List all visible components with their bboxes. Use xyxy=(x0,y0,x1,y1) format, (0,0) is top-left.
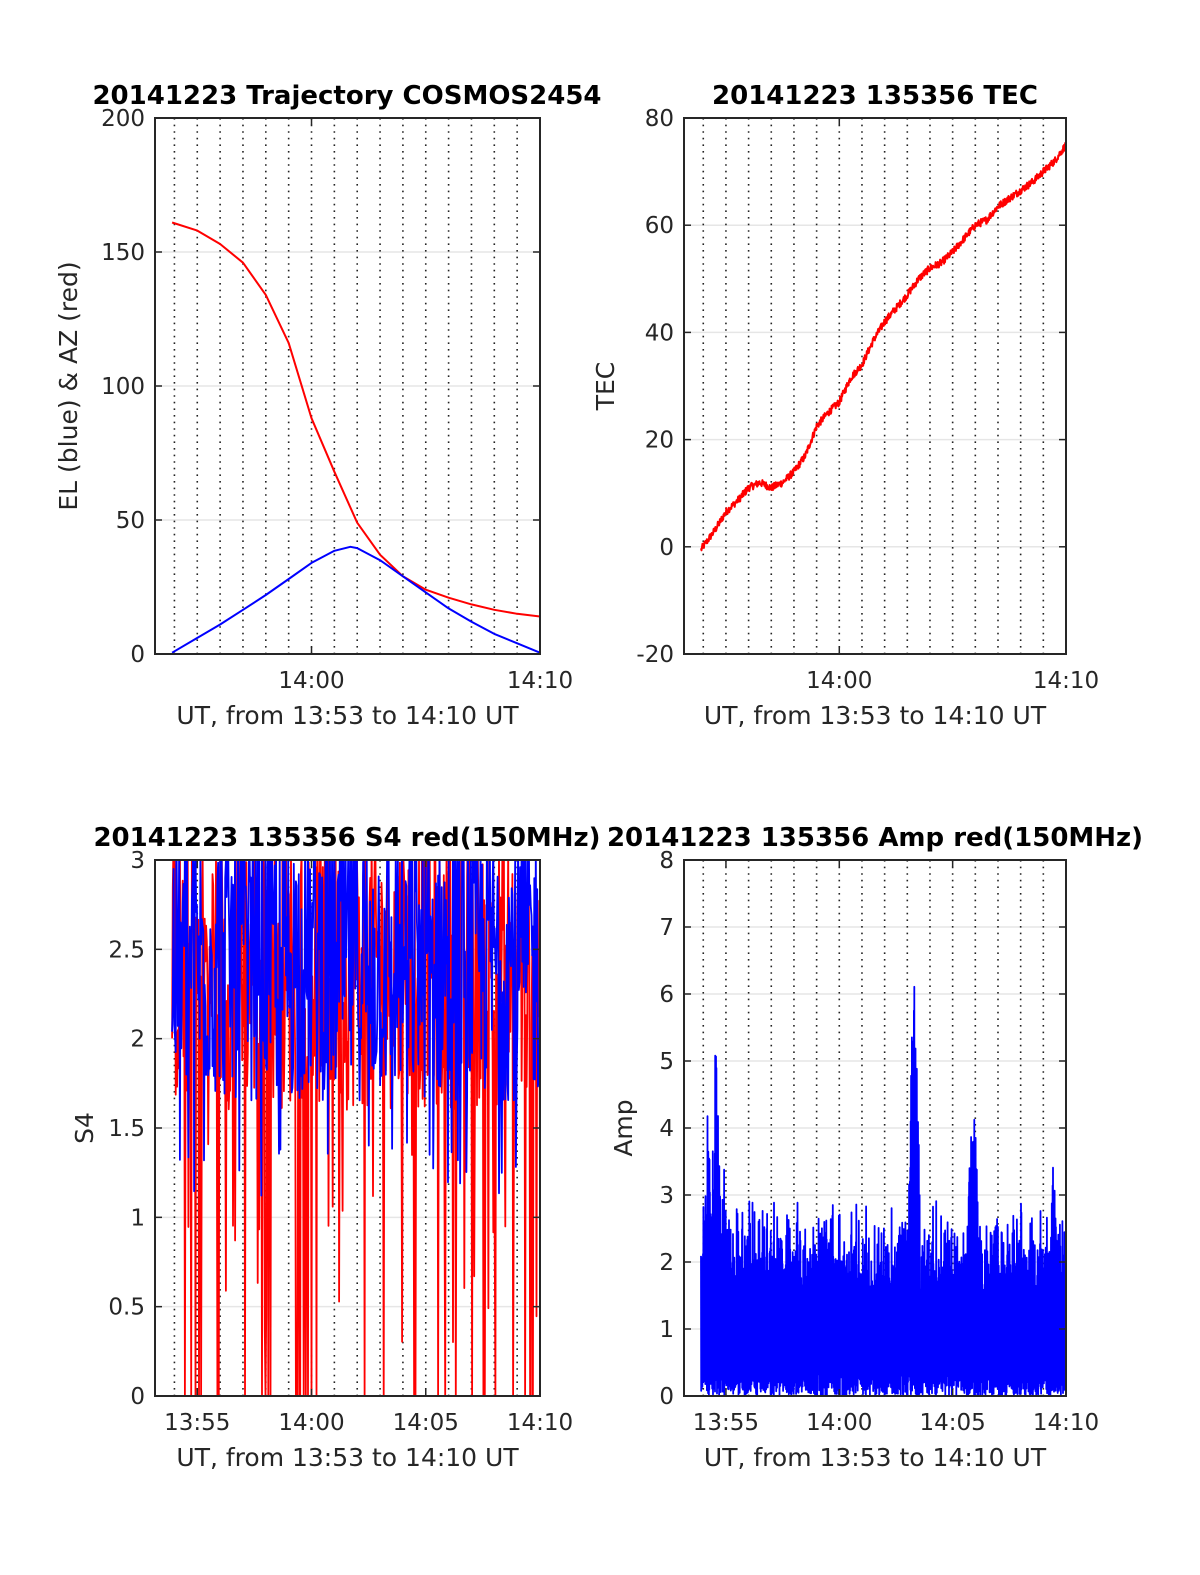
y-tick-label: 0 xyxy=(659,535,674,561)
y-tick-label: 1.5 xyxy=(108,1116,145,1142)
y-tick-label: 3 xyxy=(130,848,145,874)
x-tick-label: 14:10 xyxy=(507,1410,573,1436)
y-tick-label: 80 xyxy=(645,106,674,132)
chart-title: 20141223 135356 Amp red(150MHz) xyxy=(607,823,1143,853)
x-tick-label: 13:55 xyxy=(164,1410,230,1436)
x-axis-label: UT, from 13:53 to 14:10 UT xyxy=(704,701,1047,730)
x-tick-label: 14:10 xyxy=(1033,668,1099,694)
chart-amp: 0 1 2 3 4 5 6 7 8 13:55 14:00 14:05 14:10 20141223 13… xyxy=(607,823,1143,1472)
y-tick-label: 150 xyxy=(101,240,145,266)
x-tick-label: 13:55 xyxy=(693,1410,759,1436)
y-tick-label: -20 xyxy=(636,642,674,668)
chart-s4: 0 0.5 1 1.5 2 2.5 3 13:55 14:00 14:05 14:10 2014122… xyxy=(70,823,601,1472)
series-group xyxy=(171,221,540,654)
y-tick-label: 6 xyxy=(659,982,674,1008)
y-tick-label: 60 xyxy=(645,213,674,239)
series-blue xyxy=(700,985,1066,1396)
x-axis-label: UT, from 13:53 to 14:10 UT xyxy=(176,1443,519,1472)
x-tick-label: 14:10 xyxy=(1033,1410,1099,1436)
y-tick-label: 7 xyxy=(659,915,674,941)
x-tick-label: 14:10 xyxy=(507,668,573,694)
y-tick-label: 3 xyxy=(659,1183,674,1209)
y-tick-label: 1 xyxy=(130,1205,145,1231)
chart-trajectory: 0 50 100 150 200 14:00 14:10 20141223 Trajector… xyxy=(54,81,602,730)
series-el xyxy=(171,545,540,654)
series-az xyxy=(171,221,540,618)
y-tick-label: 2 xyxy=(659,1250,674,1276)
y-tick-label: 4 xyxy=(659,1116,674,1142)
x-tick-label: 14:00 xyxy=(278,668,344,694)
x-tick-label: 14:00 xyxy=(806,668,872,694)
y-tick-label: 50 xyxy=(116,508,145,534)
chart-title: 20141223 Trajectory COSMOS2454 xyxy=(92,81,601,111)
y-tick-label: 0 xyxy=(130,1384,145,1410)
y-tick-label: 5 xyxy=(659,1049,674,1075)
series-group xyxy=(171,860,540,1396)
y-tick-label: 20 xyxy=(645,428,674,454)
chart-tec: -20 0 20 40 60 80 14:00 14:10 20141223 135356 TE… xyxy=(591,81,1099,730)
x-tick-label: 14:05 xyxy=(919,1410,985,1436)
y-axis-label: TEC xyxy=(591,362,620,412)
axes-box xyxy=(683,117,1067,655)
series-blue xyxy=(171,860,540,1197)
y-tick-label: 8 xyxy=(659,848,674,874)
series-group xyxy=(700,142,1066,552)
x-tick-label: 14:05 xyxy=(393,1410,459,1436)
y-tick-label: 40 xyxy=(645,320,674,346)
chart-title: 20141223 135356 TEC xyxy=(712,81,1038,111)
y-tick-label: 2.5 xyxy=(108,937,145,963)
y-axis-label: S4 xyxy=(70,1112,99,1144)
y-axis-label: EL (blue) & AZ (red) xyxy=(54,261,83,510)
x-tick-label: 14:00 xyxy=(806,1410,872,1436)
y-tick-label: 200 xyxy=(101,106,145,132)
y-tick-label: 2 xyxy=(130,1027,145,1053)
x-axis-label: UT, from 13:53 to 14:10 UT xyxy=(176,701,519,730)
y-tick-label: 1 xyxy=(659,1317,674,1343)
y-tick-label: 0 xyxy=(130,642,145,668)
y-tick-label: 0 xyxy=(659,1384,674,1410)
y-axis-label: Amp xyxy=(609,1099,638,1156)
series-group xyxy=(700,985,1066,1396)
x-tick-label: 14:00 xyxy=(278,1410,344,1436)
series-tec xyxy=(700,142,1066,552)
y-tick-label: 100 xyxy=(101,374,145,400)
y-tick-label: 0.5 xyxy=(108,1295,145,1321)
chart-title: 20141223 135356 S4 red(150MHz) xyxy=(93,823,600,853)
x-axis-label: UT, from 13:53 to 14:10 UT xyxy=(704,1443,1047,1472)
